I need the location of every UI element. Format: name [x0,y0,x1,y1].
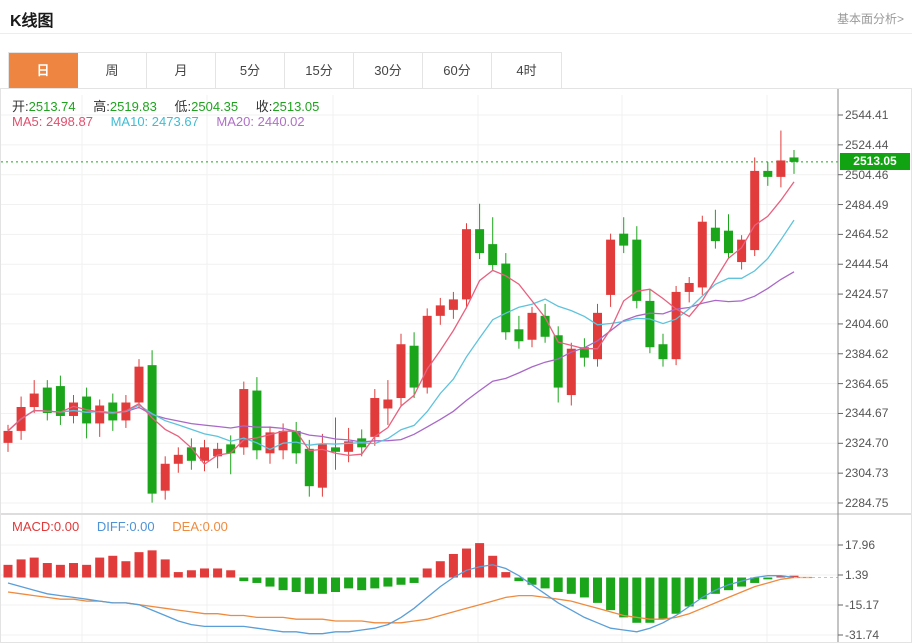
high-value: 2519.83 [109,99,157,114]
macd-tick-label: -31.74 [845,628,880,642]
macd-label: MACD: [12,519,54,534]
low-label: 低: [174,99,192,114]
dea-value: 0.00 [202,519,228,534]
diff-value: 0.00 [129,519,155,534]
price-tick-label: 2384.62 [845,346,889,361]
tab-5分[interactable]: 5分 [216,53,285,88]
tab-日[interactable]: 日 [9,53,78,88]
macd-tick-label: 1.39 [845,568,869,582]
page-title: K线图 [10,13,54,30]
current-price-badge: 2513.05 [840,152,910,170]
price-tick-label: 2424.57 [845,287,889,302]
fundamental-analysis-link[interactable]: 基本面分析> [836,12,904,26]
price-tick-label: 2484.49 [845,197,889,212]
low-value: 2504.35 [191,99,239,114]
price-tick-label: 2304.73 [845,466,889,481]
close-label: 收: [255,99,273,114]
ma5-label: MA5: [12,114,43,129]
tab-4时[interactable]: 4时 [492,53,561,88]
high-label: 高: [93,99,110,114]
tab-60分[interactable]: 60分 [423,53,492,88]
macd-tick-label: -15.17 [845,597,880,612]
diff-label: DIFF: [96,519,130,534]
price-tick-label: 2404.60 [845,316,889,331]
price-tick-label: 2444.54 [845,257,889,272]
ohlc-readout: 开:2513.74 高:2519.83 低:2504.35 收:2513.05 [12,96,333,115]
open-value: 2513.74 [28,99,76,114]
ma10-label: MA10: [110,114,149,129]
macd-tick-label: 17.96 [845,537,876,552]
ma20-label: MA20: [216,114,254,129]
price-tick-label: 2344.67 [845,406,889,421]
open-label: 开: [12,99,29,114]
price-tick-label: 2504.46 [845,167,889,182]
tab-月[interactable]: 月 [147,53,216,88]
tab-周[interactable]: 周 [78,53,147,88]
interval-tab-bar: 日周月 5分 15分 30分 60分 4时 [8,52,562,89]
ma20-value: 2440.02 [257,114,305,129]
ma5-value: 2498.87 [45,114,93,129]
price-tick-label: 2544.41 [845,108,889,122]
price-tick-label: 2464.52 [845,227,889,242]
kline-chart-canvas[interactable] [0,88,912,644]
macd-readout: MACD:0.00 DIFF:0.00 DEA:0.00 [12,519,242,534]
price-tick-label: 2524.44 [845,137,889,152]
price-tick-label: 2324.70 [845,436,889,451]
price-tick-label: 2364.65 [845,376,889,391]
close-value: 2513.05 [272,99,320,114]
tab-30分[interactable]: 30分 [354,53,423,88]
macd-value: 0.00 [53,519,80,534]
ma10-value: 2473.67 [151,114,199,129]
tab-15分[interactable]: 15分 [285,53,354,88]
price-tick-label: 2284.75 [845,496,889,510]
ma-readout: MA5: 2498.87 MA10: 2473.67 MA20: 2440.02 [12,114,319,129]
dea-label: DEA: [172,519,203,534]
header-divider [0,33,912,34]
